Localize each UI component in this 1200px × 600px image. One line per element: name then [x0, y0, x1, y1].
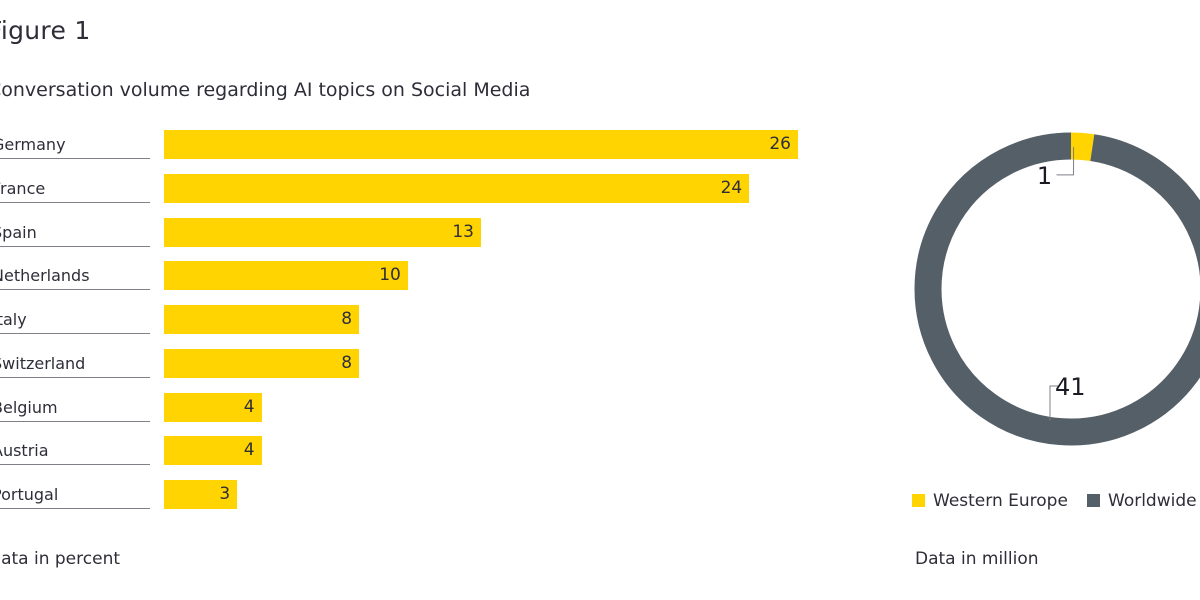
donut-leader-western-europe: [1056, 146, 1075, 176]
bar-value-netherlands: 10: [379, 265, 401, 286]
figure-title: Figure 1: [0, 16, 91, 45]
bar-value-germany: 26: [769, 134, 791, 154]
bar-value-italy: 8: [341, 309, 353, 329]
legend-swatch-western-europe: [912, 494, 925, 507]
bar-switzerland: [164, 348, 360, 378]
bar-value-france: 24: [720, 177, 743, 198]
bar-value-belgium: 4: [243, 396, 255, 417]
donut-chart: 1 41: [914, 132, 1200, 446]
bar-value-portugal: 3: [219, 484, 231, 504]
legend-swatch-worldwide: [1087, 494, 1100, 507]
legend-item-western-europe: Western Europe: [912, 491, 1068, 511]
donut-chart-note: Data in million: [915, 549, 1039, 569]
category-rule: [0, 158, 150, 159]
donut-leader-worldwide: [1049, 385, 1058, 421]
bar-value-austria: 4: [243, 440, 255, 461]
category-label-germany: Germany: [0, 135, 66, 154]
donut-label-western-europe: 1: [1037, 162, 1052, 190]
category-label-austria: Austria: [0, 441, 49, 461]
bar-chart-note: Data in percent: [0, 549, 121, 569]
category-label-spain: Spain: [0, 222, 37, 242]
donut-slice-worldwide: [914, 132, 1200, 446]
bar-germany: [164, 130, 798, 159]
bar-austria: [164, 436, 262, 466]
donut-slice-western-europe: [1070, 132, 1095, 161]
category-label-switzerland: Switzerland: [0, 353, 86, 373]
category-rule: [0, 508, 150, 509]
category-rule: [0, 245, 150, 247]
category-rule: [0, 333, 150, 334]
category-rule: [0, 420, 150, 422]
legend-item-worldwide: Worldwide: [1087, 491, 1197, 511]
donut-label-worldwide: 41: [1055, 373, 1086, 401]
bar-spain: [164, 217, 481, 247]
bar-value-spain: 13: [452, 221, 474, 242]
bar-belgium: [164, 392, 262, 422]
legend-label-western-europe: Western Europe: [933, 491, 1068, 511]
legend-label-worldwide: Worldwide: [1108, 491, 1197, 511]
bar-france: [164, 173, 750, 203]
category-label-italy: Italy: [0, 310, 27, 329]
bar-portugal: [164, 480, 238, 509]
category-label-netherlands: Netherlands: [0, 266, 90, 286]
category-rule: [0, 464, 150, 466]
category-label-belgium: Belgium: [0, 397, 58, 417]
chart-title: Conversation volume regarding AI topics …: [0, 79, 531, 101]
category-rule: [0, 289, 150, 291]
category-label-portugal: Portugal: [0, 485, 59, 504]
bar-netherlands: [164, 261, 408, 291]
bar-italy: [164, 305, 360, 334]
category-label-france: France: [0, 178, 46, 198]
category-rule: [0, 376, 150, 378]
bar-value-switzerland: 8: [341, 352, 353, 373]
category-rule: [0, 201, 150, 203]
